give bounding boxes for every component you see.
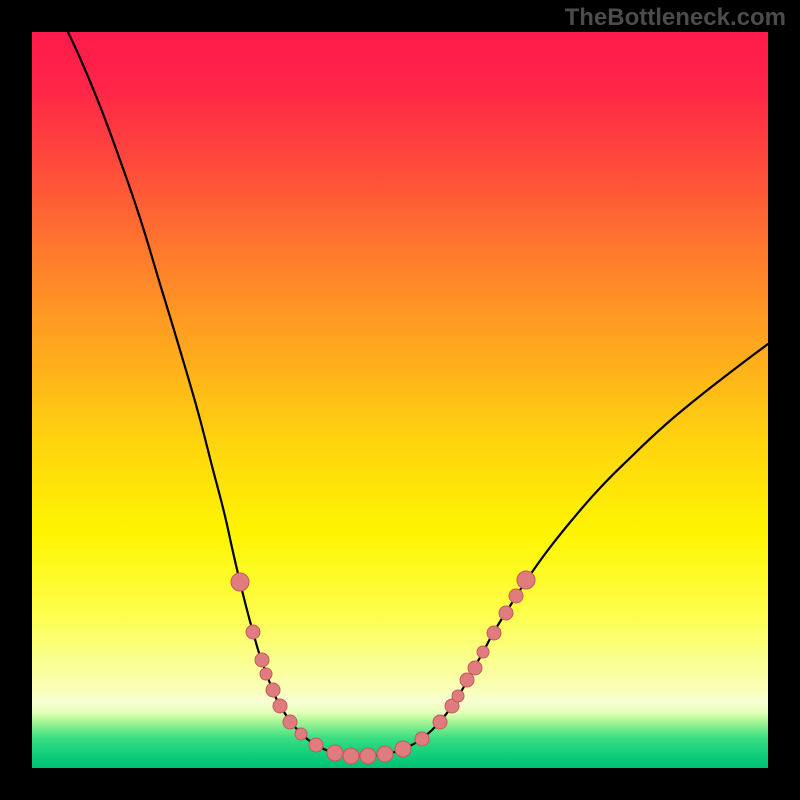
data-marker: [273, 699, 287, 713]
data-marker: [499, 606, 513, 620]
chart-stage: TheBottleneck.com: [0, 0, 800, 800]
data-marker: [343, 748, 359, 764]
data-marker: [477, 646, 489, 658]
data-marker: [295, 728, 307, 740]
data-marker: [309, 738, 323, 752]
watermark-text: TheBottleneck.com: [565, 4, 786, 32]
data-marker: [468, 661, 482, 675]
chart-svg: [0, 0, 800, 800]
data-markers-group: [231, 571, 535, 764]
data-marker: [487, 626, 501, 640]
data-marker: [452, 690, 464, 702]
data-marker: [360, 748, 376, 764]
data-marker: [260, 668, 272, 680]
data-marker: [266, 683, 280, 697]
data-marker: [460, 673, 474, 687]
data-marker: [395, 741, 411, 757]
data-marker: [327, 745, 343, 761]
data-marker: [509, 589, 523, 603]
data-marker: [517, 571, 535, 589]
bottleneck-curve: [64, 24, 768, 756]
data-marker: [415, 732, 429, 746]
data-marker: [283, 715, 297, 729]
data-marker: [255, 653, 269, 667]
data-marker: [433, 715, 447, 729]
data-marker: [377, 746, 393, 762]
data-marker: [246, 625, 260, 639]
data-marker: [231, 573, 249, 591]
